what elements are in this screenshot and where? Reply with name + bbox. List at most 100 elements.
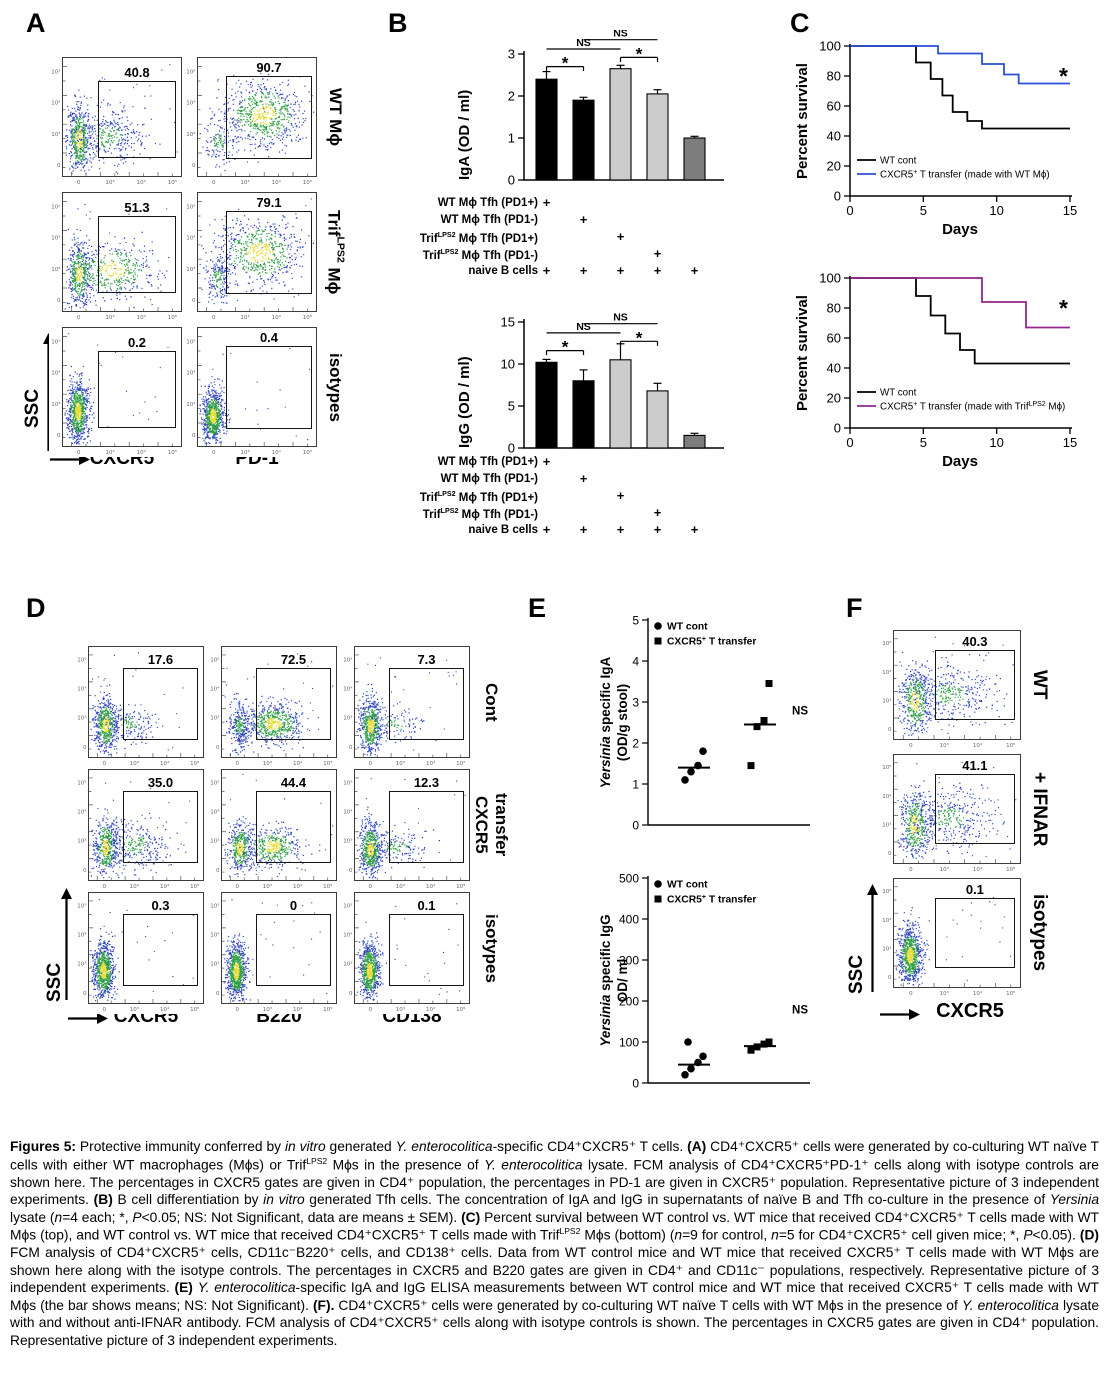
plus-mark: + <box>542 195 551 210</box>
gate-rect <box>255 668 332 741</box>
fcm-dot-canvas <box>341 646 470 768</box>
gate-percentage: 12.3 <box>413 775 440 791</box>
plus-mark: + <box>690 263 699 278</box>
svg-text:5: 5 <box>920 203 927 218</box>
plus-mark: + <box>690 522 699 537</box>
fcm-dot-canvas <box>184 327 317 457</box>
condition-label: TrifLPS2 Mϕ Tfh (PD1-) <box>422 248 538 262</box>
plus-mark: + <box>579 471 588 486</box>
fcm-dot-canvas <box>49 192 182 322</box>
plus-mark: + <box>542 454 551 469</box>
fcm-plot: 90.7 <box>184 57 317 187</box>
plus-mark: + <box>653 263 662 278</box>
svg-text:OD/ ml: OD/ ml <box>615 959 630 1003</box>
gate-percentage: 44.4 <box>280 775 307 791</box>
panel-f-yaxis-label: SSC <box>846 954 867 994</box>
svg-text:*: * <box>1059 295 1068 321</box>
plus-mark: + <box>542 263 551 278</box>
panel-a-row-label-text: TrifLPS2 Mϕ <box>324 209 347 295</box>
fcm-dot-canvas <box>75 892 204 1014</box>
svg-text:0: 0 <box>508 441 515 456</box>
panel-e-label: E <box>528 593 547 623</box>
svg-text:10: 10 <box>989 203 1003 218</box>
svg-text:60: 60 <box>827 331 841 346</box>
svg-text:(OD/g stool): (OD/g stool) <box>615 684 630 761</box>
plus-mark: + <box>579 212 588 227</box>
fcm-plot: 40.8 <box>49 57 182 187</box>
gate-percentage: 0 <box>289 898 298 914</box>
plus-mark: + <box>616 263 625 278</box>
gate-percentage: 0.1 <box>965 881 984 897</box>
svg-text:Percent survival: Percent survival <box>794 295 811 411</box>
panel-d-row-label-text: CXCR5 transfer <box>471 793 511 856</box>
svg-text:0: 0 <box>846 203 853 218</box>
svg-text:0: 0 <box>632 1077 639 1091</box>
svg-text:5: 5 <box>508 399 515 414</box>
plus-mark: + <box>653 246 662 261</box>
plus-mark: + <box>653 505 662 520</box>
condition-label: WT Mϕ Tfh (PD1+) <box>437 197 538 209</box>
svg-text:60: 60 <box>827 99 841 114</box>
fcm-plot: 41.1 <box>880 754 1021 874</box>
gate-percentage: 40.3 <box>962 633 988 649</box>
gate-rect <box>388 914 465 987</box>
panel-f-label: F <box>846 593 863 623</box>
svg-text:200: 200 <box>619 995 639 1009</box>
fcm-plot: 0 <box>208 892 337 1014</box>
gate-rect <box>935 649 1015 721</box>
row-label-line: Cont <box>482 682 501 722</box>
svg-text:40: 40 <box>827 361 841 376</box>
panel-a-row-label: isotypes <box>322 327 348 447</box>
gate-percentage: 72.5 <box>280 652 307 668</box>
svg-text:2: 2 <box>508 89 515 104</box>
gate-percentage: 40.8 <box>124 65 150 80</box>
igg-bar-chart: 0 5 10 15 * * NS NS <box>474 298 734 475</box>
gate-percentage: 51.3 <box>124 200 150 215</box>
gate-percentage: 90.7 <box>256 60 282 76</box>
cxcr5-axis-arrow-d <box>68 1013 108 1024</box>
gate-percentage: 0.3 <box>151 898 170 914</box>
row-label-line: CXCR5 <box>472 796 491 854</box>
plus-mark: + <box>616 488 625 503</box>
svg-text:300: 300 <box>619 954 639 968</box>
svg-text:*: * <box>1059 63 1068 89</box>
svg-text:15: 15 <box>1063 203 1077 218</box>
gate-rect <box>225 346 313 429</box>
svg-text:Days: Days <box>942 221 978 238</box>
svg-text:CXCR5+​ T transfer (made with: CXCR5+​ T transfer (made with WT Mϕ) <box>880 169 1050 181</box>
fcm-dot-canvas <box>341 769 470 891</box>
survival-chart-wt: 0 20 40 60 80 100 0 5 10 15 Percent survival Days WT… <box>792 30 1104 267</box>
fcm-dot-canvas <box>208 892 337 1014</box>
panel-f-row-label-text: + IFNAR <box>1029 771 1050 847</box>
gate-rect <box>98 81 176 158</box>
gate-percentage: 7.3 <box>417 652 436 668</box>
condition-label: naive B cells <box>468 265 538 277</box>
fcm-dot-canvas <box>208 769 337 891</box>
svg-text:0: 0 <box>632 819 639 833</box>
gate-percentage: 0.1 <box>417 898 436 914</box>
gate-rect <box>255 914 332 987</box>
panel-d-row-label-text: Cont <box>481 683 501 722</box>
gate-rect <box>225 76 313 159</box>
svg-text:WT cont: WT cont <box>667 880 708 891</box>
fcm-dot-canvas <box>341 892 470 1014</box>
fcm-plot: 12.3 <box>341 769 470 891</box>
survival-chart-trif: 0 20 40 60 80 100 0 5 10 15 Percent survival Days WT… <box>792 262 1104 499</box>
gate-rect <box>225 211 313 294</box>
gate-rect <box>122 914 199 987</box>
svg-text:2: 2 <box>632 737 639 751</box>
svg-text:WT cont: WT cont <box>667 622 708 633</box>
panel-d-row-label-text: isotypes <box>481 914 501 983</box>
gate-rect <box>388 668 465 741</box>
svg-text:CXCR5+​ T transfer (made with: CXCR5+​ T transfer (made with TrifLPS2​ … <box>880 401 1065 413</box>
svg-text:10: 10 <box>989 435 1003 450</box>
ssc-axis-arrow-f <box>867 884 878 992</box>
gate-rect <box>122 791 199 864</box>
panel-a-row-label: WT Mϕ <box>322 57 348 177</box>
svg-text:5: 5 <box>632 614 639 628</box>
svg-text:*: * <box>636 44 643 63</box>
svg-text:NS: NS <box>613 30 628 40</box>
panel-f-row-label: + IFNAR <box>1024 754 1054 864</box>
condition-label: TrifLPS2 Mϕ Tfh (PD1+) <box>419 231 538 245</box>
svg-text:0: 0 <box>846 435 853 450</box>
